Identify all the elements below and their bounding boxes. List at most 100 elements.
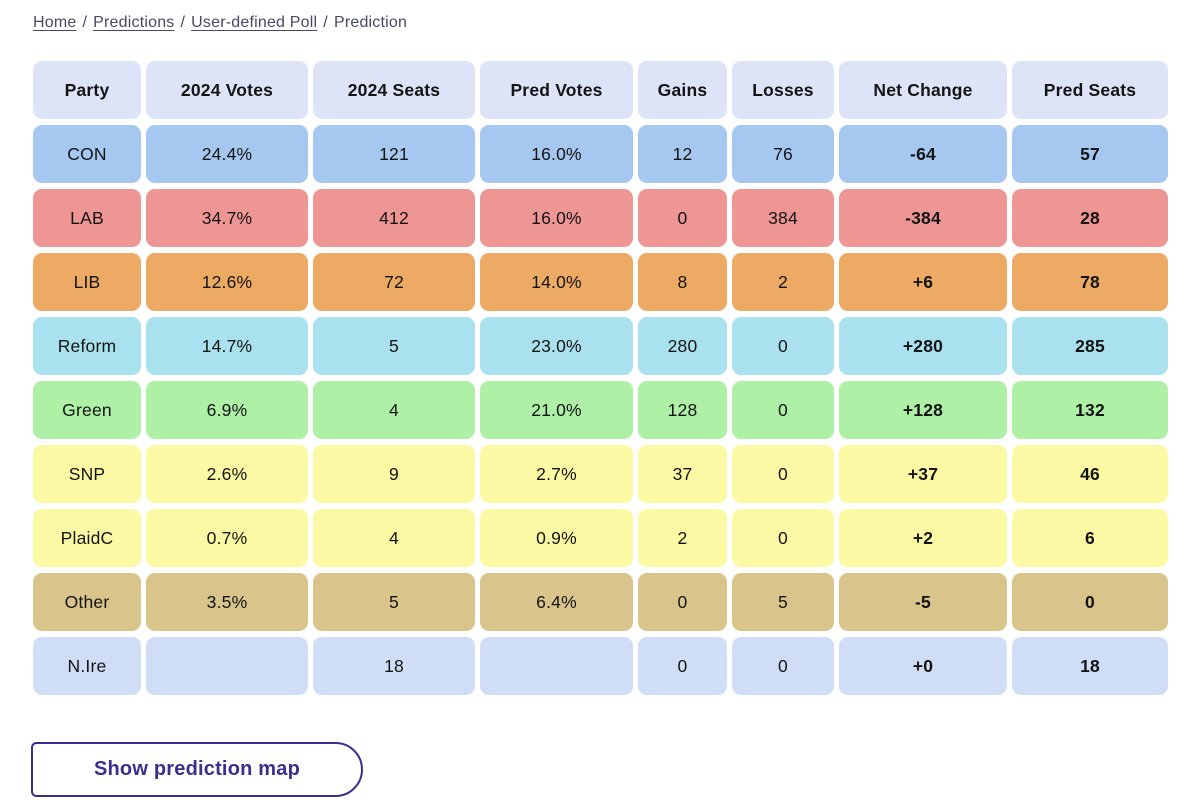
cell-n-ire-party: N.Ire: [33, 637, 141, 695]
cell-con-seats2024: 121: [313, 125, 475, 183]
cell-lib-predseats: 78: [1012, 253, 1168, 311]
cell-green-predseats: 132: [1012, 381, 1168, 439]
cell-other-losses: 5: [732, 573, 834, 631]
table-row-other: Other 3.5% 5 6.4% 0 5 -5 0: [33, 573, 1168, 631]
cell-plaidc-netchange: +2: [839, 509, 1007, 567]
cell-reform-predvotes: 23.0%: [480, 317, 633, 375]
table-header-row: Party 2024 Votes 2024 Seats Pred Votes Gains…: [33, 61, 1168, 119]
cell-plaidc-party: PlaidC: [33, 509, 141, 567]
cell-con-votes2024: 24.4%: [146, 125, 308, 183]
cell-green-votes2024: 6.9%: [146, 381, 308, 439]
cell-reform-netchange: +280: [839, 317, 1007, 375]
cell-n-ire-votes2024: [146, 637, 308, 695]
column-header-losses: Losses: [732, 61, 834, 119]
show-prediction-map-button[interactable]: Show prediction map: [31, 742, 363, 797]
cell-plaidc-votes2024: 0.7%: [146, 509, 308, 567]
cell-lib-netchange: +6: [839, 253, 1007, 311]
breadcrumb-separator: /: [180, 14, 186, 31]
cell-con-losses: 76: [732, 125, 834, 183]
column-header-2024-votes: 2024 Votes: [146, 61, 308, 119]
breadcrumb-item-home[interactable]: Home: [33, 14, 77, 31]
breadcrumb-item-predictions[interactable]: Predictions: [93, 14, 175, 31]
column-header-party: Party: [33, 61, 141, 119]
breadcrumb-separator: /: [82, 14, 88, 31]
cell-n-ire-netchange: +0: [839, 637, 1007, 695]
cell-n-ire-seats2024: 18: [313, 637, 475, 695]
table-body: CON 24.4% 121 16.0% 12 76 -64 57 LAB 34.7% 412 16.0…: [33, 125, 1168, 695]
cell-lab-netchange: -384: [839, 189, 1007, 247]
cell-other-netchange: -5: [839, 573, 1007, 631]
cell-con-netchange: -64: [839, 125, 1007, 183]
cell-reform-predseats: 285: [1012, 317, 1168, 375]
cell-lib-party: LIB: [33, 253, 141, 311]
table-row-con: CON 24.4% 121 16.0% 12 76 -64 57: [33, 125, 1168, 183]
cell-snp-votes2024: 2.6%: [146, 445, 308, 503]
cell-green-gains: 128: [638, 381, 727, 439]
cell-snp-netchange: +37: [839, 445, 1007, 503]
column-header-gains: Gains: [638, 61, 727, 119]
cell-reform-votes2024: 14.7%: [146, 317, 308, 375]
cell-green-party: Green: [33, 381, 141, 439]
cell-lab-predseats: 28: [1012, 189, 1168, 247]
cell-snp-losses: 0: [732, 445, 834, 503]
cell-other-seats2024: 5: [313, 573, 475, 631]
column-header-pred-seats: Pred Seats: [1012, 61, 1168, 119]
cell-con-party: CON: [33, 125, 141, 183]
cell-reform-losses: 0: [732, 317, 834, 375]
cell-green-predvotes: 21.0%: [480, 381, 633, 439]
cell-n-ire-gains: 0: [638, 637, 727, 695]
table-row-lib: LIB 12.6% 72 14.0% 8 2 +6 78: [33, 253, 1168, 311]
cell-reform-party: Reform: [33, 317, 141, 375]
cell-reform-gains: 280: [638, 317, 727, 375]
cell-n-ire-predvotes: [480, 637, 633, 695]
cell-other-predseats: 0: [1012, 573, 1168, 631]
cell-plaidc-predvotes: 0.9%: [480, 509, 633, 567]
cell-lab-predvotes: 16.0%: [480, 189, 633, 247]
cell-other-predvotes: 6.4%: [480, 573, 633, 631]
cell-con-predvotes: 16.0%: [480, 125, 633, 183]
cell-plaidc-predseats: 6: [1012, 509, 1168, 567]
cell-green-seats2024: 4: [313, 381, 475, 439]
column-header-net-change: Net Change: [839, 61, 1007, 119]
cell-con-gains: 12: [638, 125, 727, 183]
cell-lab-seats2024: 412: [313, 189, 475, 247]
table-row-plaidc: PlaidC 0.7% 4 0.9% 2 0 +2 6: [33, 509, 1168, 567]
cell-n-ire-predseats: 18: [1012, 637, 1168, 695]
cell-n-ire-losses: 0: [732, 637, 834, 695]
cell-other-party: Other: [33, 573, 141, 631]
cell-green-losses: 0: [732, 381, 834, 439]
table-row-green: Green 6.9% 4 21.0% 128 0 +128 132: [33, 381, 1168, 439]
cell-lab-losses: 384: [732, 189, 834, 247]
cell-lib-gains: 8: [638, 253, 727, 311]
cell-green-netchange: +128: [839, 381, 1007, 439]
cell-snp-party: SNP: [33, 445, 141, 503]
cell-snp-seats2024: 9: [313, 445, 475, 503]
table-row-lab: LAB 34.7% 412 16.0% 0 384 -384 28: [33, 189, 1168, 247]
table-row-snp: SNP 2.6% 9 2.7% 37 0 +37 46: [33, 445, 1168, 503]
cell-con-predseats: 57: [1012, 125, 1168, 183]
cell-lib-predvotes: 14.0%: [480, 253, 633, 311]
cell-other-gains: 0: [638, 573, 727, 631]
prediction-table: Party 2024 Votes 2024 Seats Pred Votes Gains…: [33, 61, 1168, 695]
breadcrumb-item-user-defined-poll[interactable]: User-defined Poll: [191, 14, 318, 31]
cell-plaidc-losses: 0: [732, 509, 834, 567]
cell-lib-losses: 2: [732, 253, 834, 311]
cell-snp-gains: 37: [638, 445, 727, 503]
column-header-2024-seats: 2024 Seats: [313, 61, 475, 119]
cell-other-votes2024: 3.5%: [146, 573, 308, 631]
cell-lab-votes2024: 34.7%: [146, 189, 308, 247]
cell-lab-gains: 0: [638, 189, 727, 247]
column-header-pred-votes: Pred Votes: [480, 61, 633, 119]
breadcrumb-separator: /: [323, 14, 328, 31]
cell-lib-seats2024: 72: [313, 253, 475, 311]
cell-lab-party: LAB: [33, 189, 141, 247]
cell-lib-votes2024: 12.6%: [146, 253, 308, 311]
cell-snp-predvotes: 2.7%: [480, 445, 633, 503]
cell-plaidc-gains: 2: [638, 509, 727, 567]
cell-plaidc-seats2024: 4: [313, 509, 475, 567]
breadcrumb-item-prediction: Prediction: [333, 14, 408, 31]
cell-snp-predseats: 46: [1012, 445, 1168, 503]
table-row-n-ire: N.Ire 18 0 0 +0 18: [33, 637, 1168, 695]
cell-reform-seats2024: 5: [313, 317, 475, 375]
